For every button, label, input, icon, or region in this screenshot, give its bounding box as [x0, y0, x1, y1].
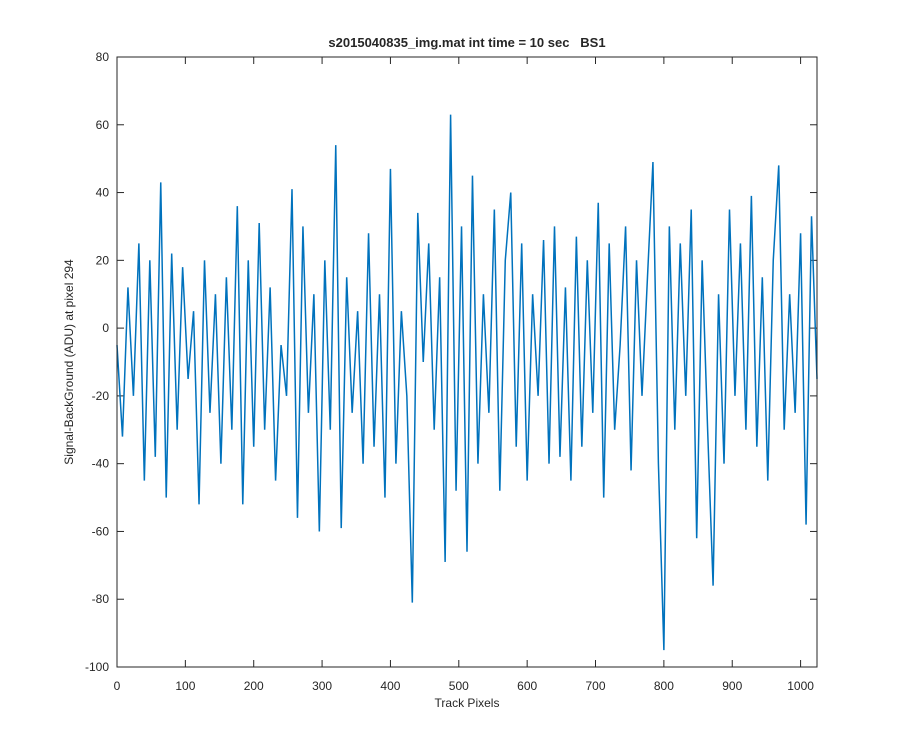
y-tick-label: -100 [85, 660, 109, 674]
x-tick-label: 1000 [787, 679, 814, 693]
x-tick-label: 900 [722, 679, 742, 693]
data-line [116, 114, 818, 651]
y-tick-label: 0 [102, 321, 109, 335]
x-tick-label: 700 [586, 679, 606, 693]
chart-title: s2015040835_img.mat int time = 10 sec BS… [328, 35, 605, 50]
y-tick-label: -40 [92, 457, 110, 471]
y-tick-label: 40 [96, 186, 110, 200]
y-tick-label: -60 [92, 524, 110, 538]
x-tick-label: 800 [654, 679, 674, 693]
x-tick-label: 300 [312, 679, 332, 693]
y-tick-label: -20 [92, 389, 110, 403]
x-tick-label: 600 [517, 679, 537, 693]
x-tick-label: 0 [114, 679, 121, 693]
y-tick-label: 60 [96, 118, 110, 132]
y-tick-label: -80 [92, 592, 110, 606]
x-axis-label: Track Pixels [435, 696, 500, 710]
y-tick-label: 80 [96, 50, 110, 64]
x-tick-label: 100 [175, 679, 195, 693]
x-tick-label: 400 [380, 679, 400, 693]
y-tick-label: 20 [96, 253, 110, 267]
plot-frame [116, 56, 818, 668]
y-axis-label: Signal-BackGround (ADU) at pixel 294 [62, 259, 76, 465]
x-tick-label: 200 [244, 679, 264, 693]
x-tick-label: 500 [449, 679, 469, 693]
